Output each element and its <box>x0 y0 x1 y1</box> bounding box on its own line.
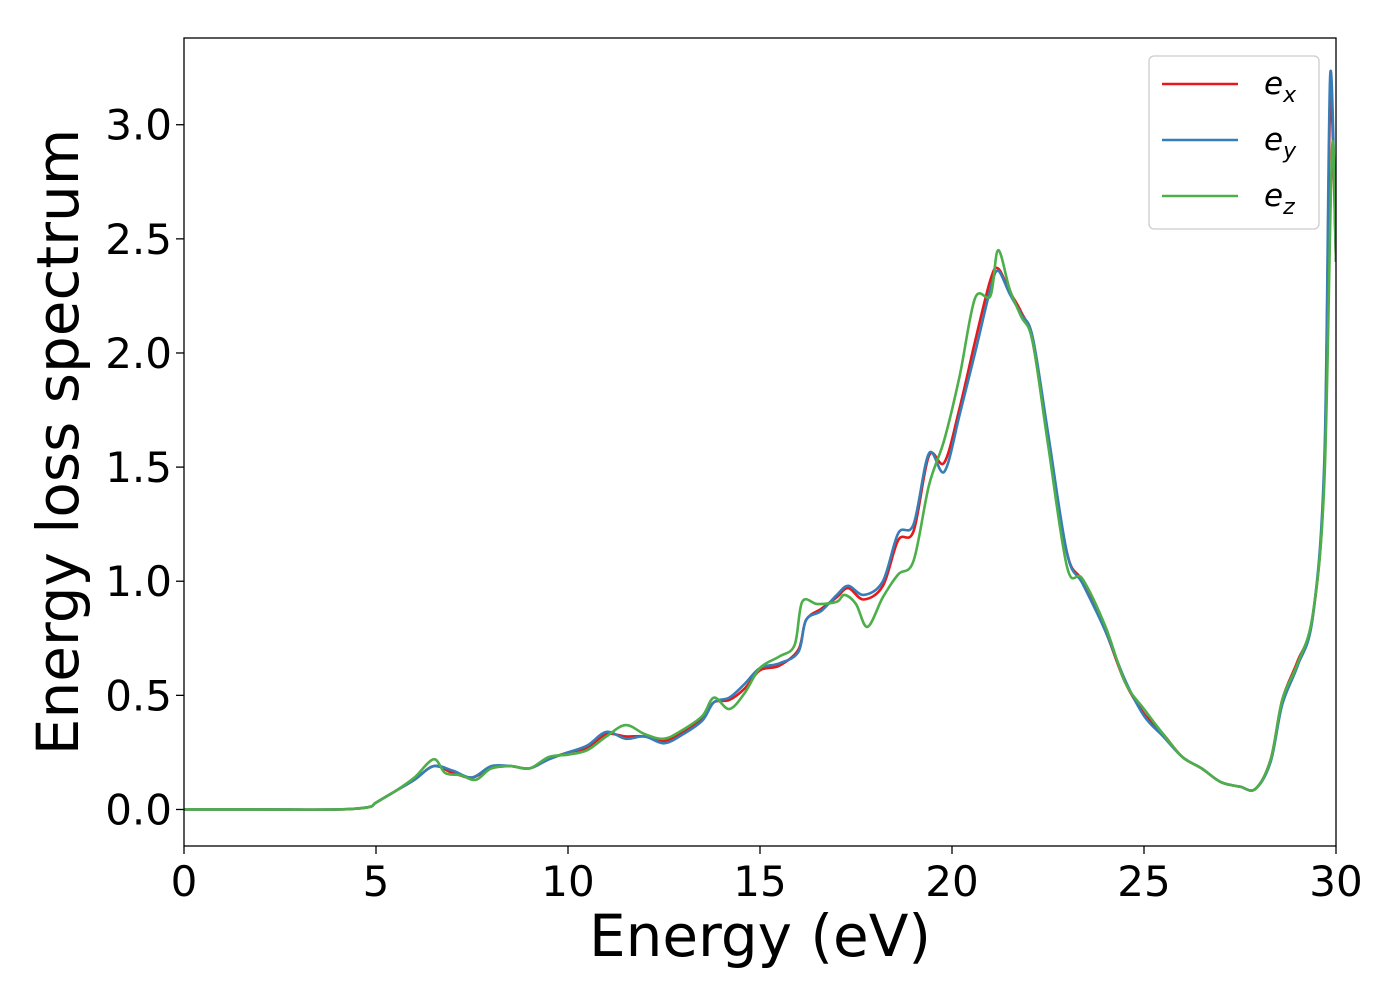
y-tick-label: 1.5 <box>105 443 172 492</box>
y-tick-label: 3.0 <box>105 101 172 150</box>
legend-label-subscript: z <box>1282 195 1295 220</box>
x-tick-label: 15 <box>733 857 786 906</box>
x-axis-title: Energy (eV) <box>589 902 931 970</box>
x-tick-label: 0 <box>171 857 198 906</box>
legend-label-e-y: ey <box>1264 122 1297 164</box>
legend-label-subscript: y <box>1282 139 1297 164</box>
y-axis: 0.0 0.5 1.0 1.5 2.0 2.5 3.0 <box>105 101 184 834</box>
x-tick-label: 20 <box>925 857 978 906</box>
y-tick-label: 0.5 <box>105 671 172 720</box>
series-line-e-z <box>184 140 1336 811</box>
plot-background <box>184 38 1336 846</box>
y-tick-label: 2.5 <box>105 215 172 264</box>
legend-label-e-z: ez <box>1264 178 1295 220</box>
series-layer <box>184 69 1336 811</box>
legend-label-base: e <box>1264 178 1283 214</box>
y-tick-label: 1.0 <box>105 557 172 606</box>
x-tick-label: 25 <box>1117 857 1170 906</box>
legend-label-subscript: x <box>1282 83 1297 108</box>
legend-box <box>1148 55 1320 230</box>
x-axis: 0 5 10 15 20 25 30 <box>171 846 1363 906</box>
y-axis-title: Energy loss spectrum <box>24 129 92 755</box>
legend-label-e-x: ex <box>1264 66 1297 108</box>
legend-label-base: e <box>1264 66 1283 102</box>
y-tick-label: 0.0 <box>105 785 172 834</box>
x-tick-label: 5 <box>363 857 390 906</box>
x-tick-label: 10 <box>541 857 594 906</box>
legend-label-base: e <box>1264 122 1283 158</box>
x-tick-label: 30 <box>1309 857 1362 906</box>
y-tick-label: 2.0 <box>105 329 172 378</box>
